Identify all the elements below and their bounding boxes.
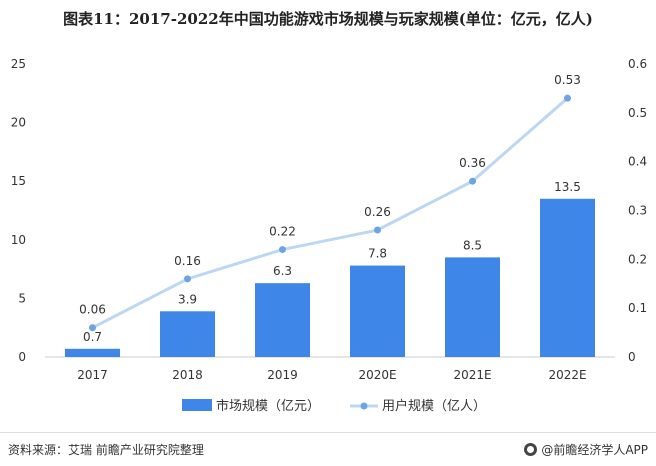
x-tick-label: 2021E [453,368,491,382]
bar-value-label: 3.9 [178,292,197,306]
y-left-tick-label: 10 [11,233,26,247]
line-point [279,246,286,254]
y-right-tick-label: 0.4 [628,155,647,169]
y-left-tick-label: 25 [11,57,26,71]
bar [160,311,215,357]
brand-attribution: @前瞻经济学人APP [524,441,648,458]
y-right-tick-label: 0 [628,350,636,364]
y-left-tick-label: 5 [18,291,26,305]
brand-text: @前瞻经济学人APP [541,443,648,457]
y-left-tick-label: 15 [11,174,26,188]
line-point [469,177,476,185]
footer: 资料来源：艾瑞 前瞻产业研究院整理 @前瞻经济学人APP [0,432,656,466]
y-right-tick-label: 0.3 [628,204,647,218]
line-point [374,226,381,234]
y-left-tick-label: 20 [11,116,26,130]
x-tick-label: 2022E [548,368,586,382]
line-value-label: 0.06 [79,303,106,317]
legend-bar-swatch [182,399,212,411]
chart-svg: 0 5 10 15 20 25 0 0.1 0.2 0.3 0.4 0.5 0.6 0.7 3.9 6.3 7.… [11,57,647,414]
line-point [184,275,191,283]
y-right-tick-label: 0.5 [628,106,647,120]
bar-value-label: 0.7 [83,330,102,344]
y-left-tick-label: 0 [18,350,26,364]
line-point [89,324,96,332]
bar [350,265,405,357]
line-point [564,94,571,102]
brand-logo-icon [524,443,538,456]
bar-value-label: 7.8 [368,247,387,261]
legend-line-label: 用户规模（亿人） [382,398,486,414]
y-right-tick-label: 0.2 [628,252,647,266]
y-right-tick-label: 0.6 [628,57,647,71]
chart-title: 图表11：2017-2022年中国功能游戏市场规模与玩家规模(单位：亿元，亿人) [63,10,593,28]
x-tick-label: 2017 [77,368,108,382]
x-tick-label: 2018 [172,368,203,382]
bar [65,348,120,357]
line-value-label: 0.22 [269,225,296,239]
bar-value-label: 6.3 [273,264,292,278]
line-value-label: 0.26 [364,205,391,219]
bar-value-label: 8.5 [463,238,482,252]
bar [255,283,310,357]
source-note: 资料来源：艾瑞 前瞻产业研究院整理 [8,443,204,457]
x-tick-label: 2019 [267,368,298,382]
legend-bar-label: 市场规模（亿元） [216,398,320,414]
line-value-label: 0.36 [459,156,486,170]
legend-line-marker [360,402,368,410]
x-tick-label: 2020E [358,368,396,382]
y-right-tick-label: 0.1 [628,301,647,315]
user-scale-line [91,97,569,330]
bar-value-label: 13.5 [554,180,581,194]
line-value-label: 0.53 [554,73,581,87]
bar [540,198,595,357]
line-value-label: 0.16 [174,254,201,268]
bar [445,257,500,357]
